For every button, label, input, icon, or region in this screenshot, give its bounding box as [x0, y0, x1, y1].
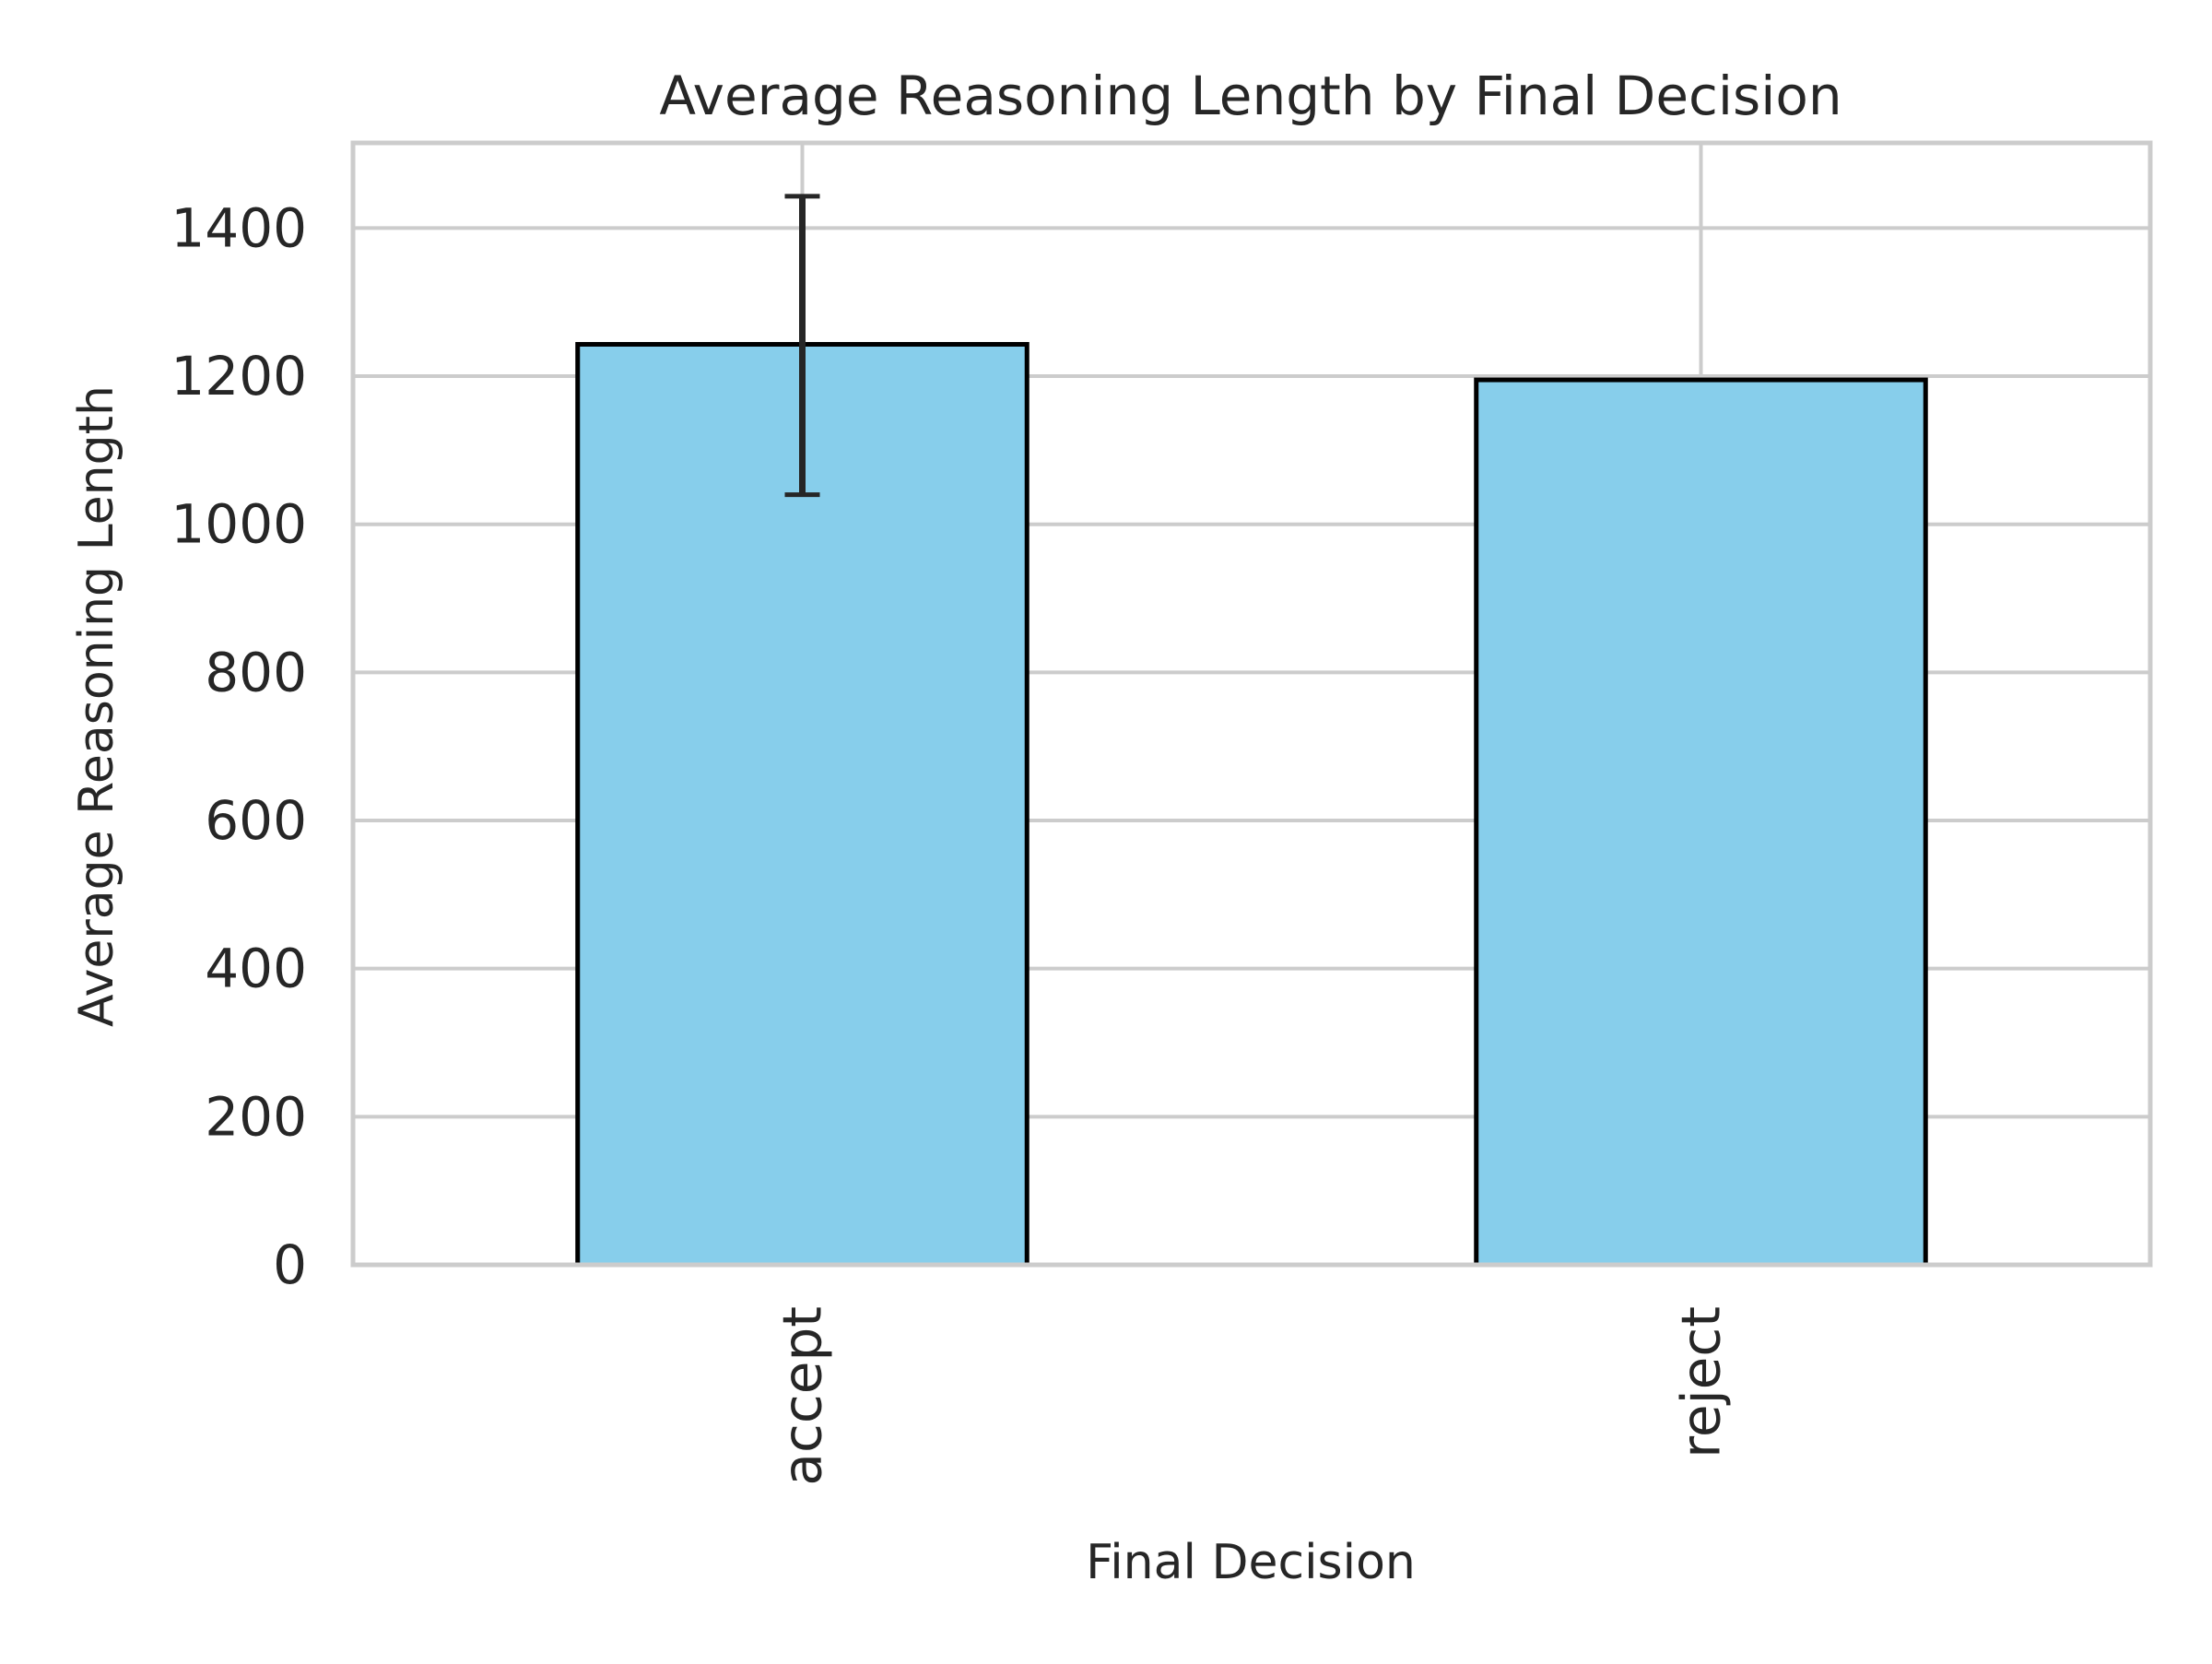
plot-frame [350, 140, 2153, 1268]
error-bar-accept [784, 194, 820, 498]
y-tick-label: 1400 [171, 196, 307, 259]
error-bars [784, 194, 820, 498]
y-tick-label: 800 [205, 641, 307, 703]
bars [575, 341, 1928, 1268]
y-tick-label: 0 [273, 1233, 307, 1296]
y-tick-label: 400 [205, 938, 307, 1000]
y-tick-label: 1200 [171, 345, 307, 407]
chart-title: Average Reasoning Length by Final Decisi… [659, 65, 1841, 127]
y-tick-label: 600 [205, 789, 307, 852]
bar-reject [1474, 377, 1928, 1268]
y-axis-label: Average Reasoning Length [69, 385, 124, 1027]
y-tick-label: 1000 [171, 493, 307, 556]
x-tick-label-accept: accept [771, 1306, 834, 1486]
y-tick-label: 200 [205, 1085, 307, 1148]
x-tick-label-reject: reject [1670, 1306, 1733, 1458]
x-tick-labels: accept reject [771, 1306, 1733, 1486]
x-axis-label: Final Decision [1086, 1535, 1416, 1590]
y-tick-labels: 0 200 400 600 800 1000 1200 1400 [171, 196, 307, 1296]
